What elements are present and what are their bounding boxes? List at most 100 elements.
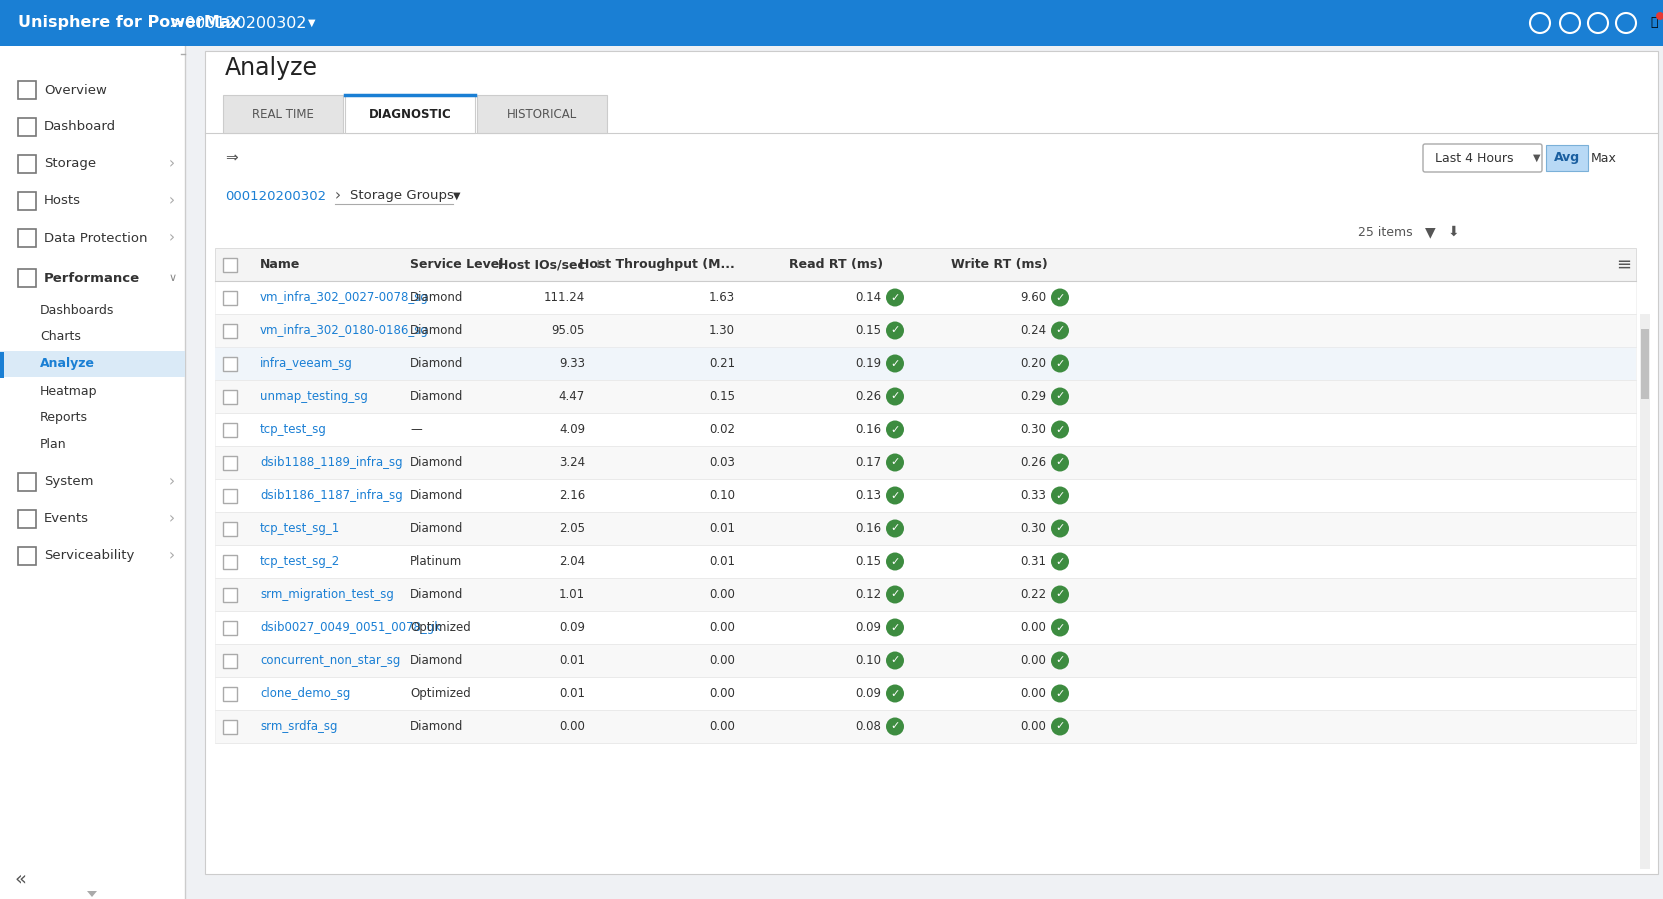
Text: ✓: ✓: [890, 359, 900, 369]
Bar: [223, 521, 238, 536]
Text: ✓: ✓: [1056, 590, 1064, 600]
Text: REAL TIME: REAL TIME: [253, 108, 314, 120]
Circle shape: [1051, 354, 1069, 372]
Bar: [0, 352, 3, 378]
Circle shape: [1051, 453, 1069, 471]
Circle shape: [1051, 421, 1069, 439]
Text: unmap_testing_sg: unmap_testing_sg: [259, 390, 368, 403]
Text: ≡: ≡: [1616, 255, 1631, 273]
Text: ✓: ✓: [1056, 491, 1064, 501]
Text: 1.30: 1.30: [708, 324, 735, 337]
Text: 0.00: 0.00: [708, 621, 735, 634]
Bar: [215, 545, 1636, 578]
Text: ›: ›: [170, 193, 175, 209]
Circle shape: [886, 421, 905, 439]
Text: 0.14: 0.14: [855, 291, 881, 304]
Text: tcp_test_sg_2: tcp_test_sg_2: [259, 555, 341, 568]
Circle shape: [886, 684, 905, 702]
Bar: [18, 547, 37, 565]
Text: ✓: ✓: [890, 689, 900, 699]
Text: 9.33: 9.33: [559, 357, 585, 370]
Text: vm_infra_302_0180-0186_sg: vm_infra_302_0180-0186_sg: [259, 324, 429, 337]
Text: ✓: ✓: [1056, 622, 1064, 633]
Text: 25 items: 25 items: [1359, 226, 1414, 238]
Bar: [18, 269, 37, 287]
Text: 0.01: 0.01: [559, 654, 585, 667]
Bar: [223, 389, 238, 404]
Text: ⇒: ⇒: [225, 150, 238, 165]
Bar: [223, 258, 238, 272]
Bar: [185, 46, 1663, 899]
Circle shape: [1051, 322, 1069, 340]
Bar: [223, 290, 238, 305]
Text: Serviceability: Serviceability: [43, 549, 135, 563]
Circle shape: [1051, 652, 1069, 670]
Text: 0.00: 0.00: [1019, 654, 1046, 667]
Text: Host IOs/sec: Host IOs/sec: [499, 258, 585, 271]
Text: System: System: [43, 476, 93, 488]
Text: ▼: ▼: [308, 18, 316, 28]
Text: 0.21: 0.21: [708, 357, 735, 370]
Circle shape: [1051, 619, 1069, 636]
Text: ✓: ✓: [1056, 655, 1064, 665]
Bar: [215, 578, 1636, 611]
Circle shape: [886, 354, 905, 372]
Bar: [215, 611, 1636, 644]
Text: tcp_test_sg: tcp_test_sg: [259, 423, 328, 436]
Text: ✓: ✓: [890, 424, 900, 434]
Text: 1.01: 1.01: [559, 588, 585, 601]
Text: 0.00: 0.00: [1019, 687, 1046, 700]
Text: ✓: ✓: [1056, 424, 1064, 434]
Bar: [215, 347, 1636, 380]
Text: 🔔: 🔔: [1650, 16, 1658, 30]
Circle shape: [1051, 387, 1069, 405]
Bar: [223, 456, 238, 469]
Bar: [215, 677, 1636, 710]
Text: ›: ›: [170, 548, 175, 564]
Text: HISTORICAL: HISTORICAL: [507, 108, 577, 120]
Text: 0.26: 0.26: [855, 390, 881, 403]
Text: ✓: ✓: [1056, 391, 1064, 402]
Text: 0.30: 0.30: [1019, 522, 1046, 535]
Text: Analyze: Analyze: [225, 56, 318, 80]
Text: 0.24: 0.24: [1019, 324, 1046, 337]
Text: 0.00: 0.00: [559, 720, 585, 733]
Text: 0.01: 0.01: [708, 522, 735, 535]
Bar: [18, 192, 37, 210]
Circle shape: [886, 486, 905, 504]
Bar: [215, 644, 1636, 677]
Text: 4.47: 4.47: [559, 390, 585, 403]
Text: Platinum: Platinum: [411, 555, 462, 568]
Bar: [0, 46, 185, 899]
Text: 0.13: 0.13: [855, 489, 881, 502]
Text: 0.09: 0.09: [559, 621, 585, 634]
Text: Diamond: Diamond: [411, 522, 464, 535]
Text: 0.26: 0.26: [1019, 456, 1046, 469]
Text: 0.15: 0.15: [855, 555, 881, 568]
Text: 0.29: 0.29: [1019, 390, 1046, 403]
Text: Diamond: Diamond: [411, 654, 464, 667]
Text: 0.08: 0.08: [855, 720, 881, 733]
Bar: [223, 555, 238, 568]
Bar: [0, 0, 1663, 46]
Text: Data Protection: Data Protection: [43, 232, 148, 245]
Circle shape: [886, 322, 905, 340]
Bar: [215, 380, 1636, 413]
Text: 2.04: 2.04: [559, 555, 585, 568]
Text: 0.10: 0.10: [855, 654, 881, 667]
Bar: [223, 357, 238, 370]
Text: ▼: ▼: [1533, 153, 1540, 163]
Bar: [223, 488, 238, 503]
Circle shape: [1051, 684, 1069, 702]
Circle shape: [886, 387, 905, 405]
Text: Performance: Performance: [43, 271, 140, 284]
Text: ↓: ↓: [590, 260, 604, 270]
Text: 2.05: 2.05: [559, 522, 585, 535]
Text: Unisphere for PowerMax: Unisphere for PowerMax: [18, 15, 241, 31]
Text: Analyze: Analyze: [40, 358, 95, 370]
Text: —: —: [411, 423, 422, 436]
Text: tcp_test_sg_1: tcp_test_sg_1: [259, 522, 341, 535]
Text: ›: ›: [170, 230, 175, 245]
Text: ✓: ✓: [1056, 359, 1064, 369]
Text: 95.05: 95.05: [552, 324, 585, 337]
